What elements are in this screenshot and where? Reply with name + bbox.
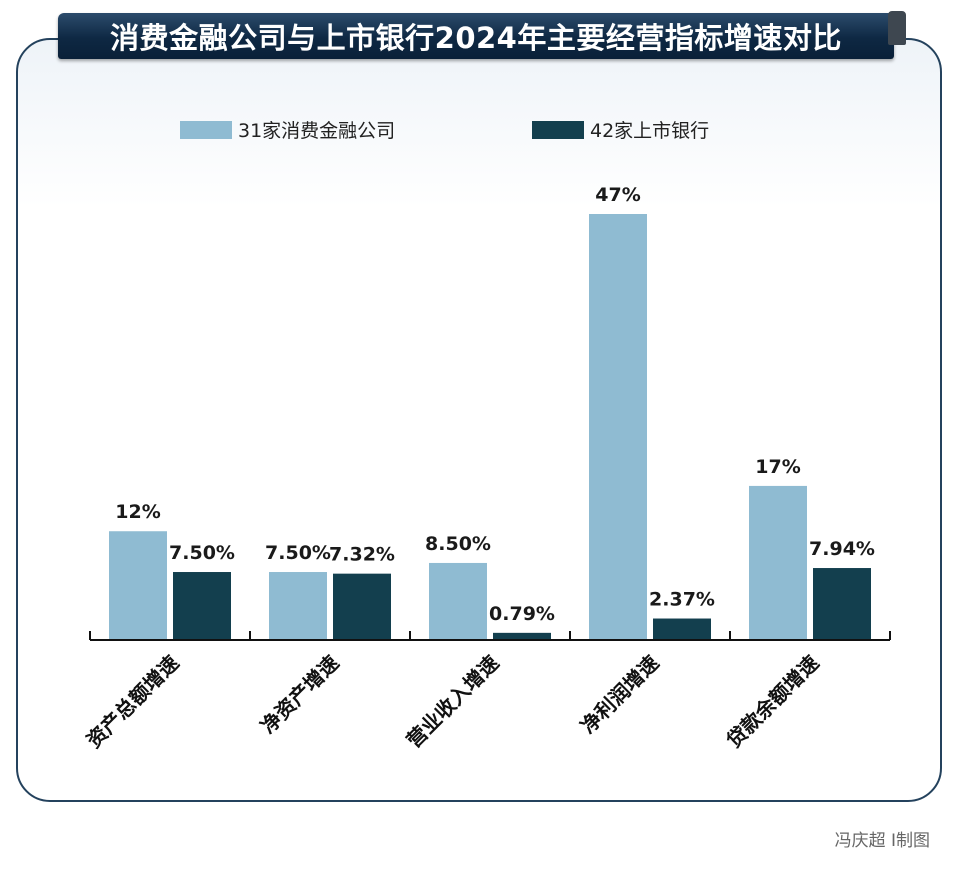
data-label-1-4: 7.94% — [809, 538, 875, 560]
bar-0-2 — [429, 562, 487, 640]
data-label-0-2: 8.50% — [425, 533, 491, 555]
legend-label-1: 42家上市银行 — [590, 120, 709, 142]
category-label-0: 资产总额增速 — [82, 651, 184, 753]
credit-text: 冯庆超 Ⅰ制图 — [834, 831, 930, 851]
data-label-0-0: 12% — [115, 501, 160, 523]
bar-1-1 — [333, 573, 391, 640]
data-label-0-4: 17% — [755, 456, 800, 478]
title-banner: 消费金融公司与上市银行2024年主要经营指标增速对比 — [58, 11, 906, 59]
data-label-1-1: 7.32% — [329, 544, 395, 566]
category-label-3: 净利润增速 — [576, 651, 664, 739]
category-labels: 资产总额增速 净资产增速 营业收入增速 净利润增速 贷款余额增速 — [82, 651, 824, 753]
legend-swatch-1 — [532, 121, 584, 139]
bar-1-0 — [173, 572, 231, 640]
bar-0-4 — [749, 485, 807, 640]
bar-1-4 — [813, 568, 871, 640]
data-label-0-1: 7.50% — [265, 542, 331, 564]
data-label-1-0: 7.50% — [169, 542, 235, 564]
chart-title: 消费金融公司与上市银行2024年主要经营指标增速对比 — [110, 21, 842, 55]
category-label-2: 营业收入增速 — [402, 651, 504, 753]
bar-0-0 — [109, 531, 167, 640]
bar-1-2 — [493, 632, 551, 640]
category-label-4: 贷款余额增速 — [722, 651, 824, 753]
bar-0-1 — [269, 572, 327, 640]
category-label-1: 净资产增速 — [256, 651, 344, 739]
x-axis — [89, 631, 891, 641]
data-labels: 12%7.50% 7.50%7.32% 8.50%0.79%47%2.37%17%7… — [115, 184, 875, 625]
bar-1-3 — [653, 618, 711, 640]
legend: 31家消费金融公司 42家上市银行 — [180, 120, 709, 142]
bars — [109, 214, 871, 640]
data-label-0-3: 47% — [595, 184, 640, 206]
legend-swatch-0 — [180, 121, 232, 139]
data-label-1-3: 2.37% — [649, 589, 715, 611]
bar-0-3 — [589, 214, 647, 640]
data-label-1-2: 0.79% — [489, 603, 555, 625]
banner-tab — [888, 11, 906, 45]
chart-frame — [16, 38, 942, 802]
legend-label-0: 31家消费金融公司 — [238, 120, 395, 142]
